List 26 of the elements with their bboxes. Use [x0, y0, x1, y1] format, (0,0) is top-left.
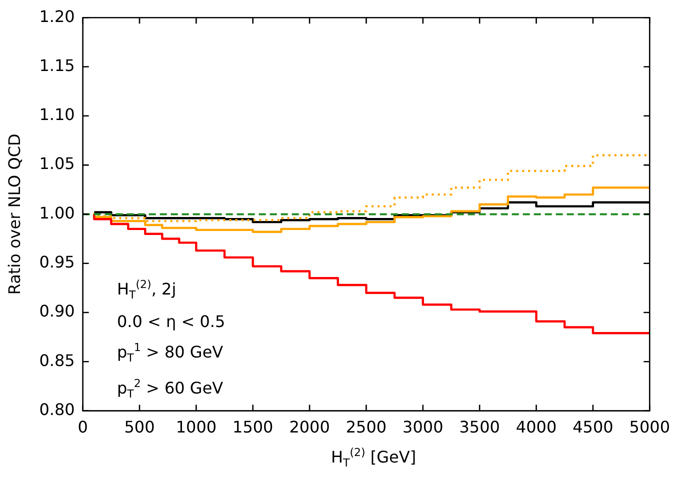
annotation: H$_{T}$$^{(2)}$, 2j [117, 277, 178, 304]
x-tick-label: 2500 [346, 418, 387, 437]
y-tick-label: 1.00 [39, 203, 75, 222]
x-tick-label: 4500 [572, 418, 614, 437]
y-tick-label: 1.10 [39, 105, 75, 124]
x-tick-label: 0 [78, 418, 88, 437]
x-tick-label: 3500 [459, 418, 500, 437]
y-tick-label: 0.80 [39, 400, 75, 419]
y-axis-title: Ratio over NLO QCD [4, 134, 24, 295]
x-tick-label: 5000 [629, 418, 670, 437]
x-tick-label: 1000 [176, 418, 217, 437]
y-tick-label: 0.95 [39, 252, 75, 272]
annotation: 0.0 < η < 0.5 [117, 310, 226, 333]
x-axis-title: H$_{T}$$^{(2)}$ [GeV] [330, 446, 418, 470]
annotation: p$_{T}$$^{2}$ > 60 GeV [117, 376, 224, 403]
x-tick-label: 4000 [516, 418, 557, 437]
y-tick-label: 1.05 [39, 154, 75, 174]
x-tick-label: 3000 [402, 418, 444, 437]
y-tick-label: 1.15 [39, 56, 75, 75]
y-tick-label: 1.20 [39, 6, 75, 26]
y-tick-label: 0.85 [39, 350, 75, 370]
x-tick-label: 1500 [232, 418, 274, 437]
x-tick-label: 500 [124, 418, 155, 437]
annotation: p$_{T}$$^{1}$ > 80 GeV [117, 340, 224, 366]
x-tick-label: 2000 [289, 418, 330, 437]
y-tick-label: 0.90 [39, 302, 75, 321]
